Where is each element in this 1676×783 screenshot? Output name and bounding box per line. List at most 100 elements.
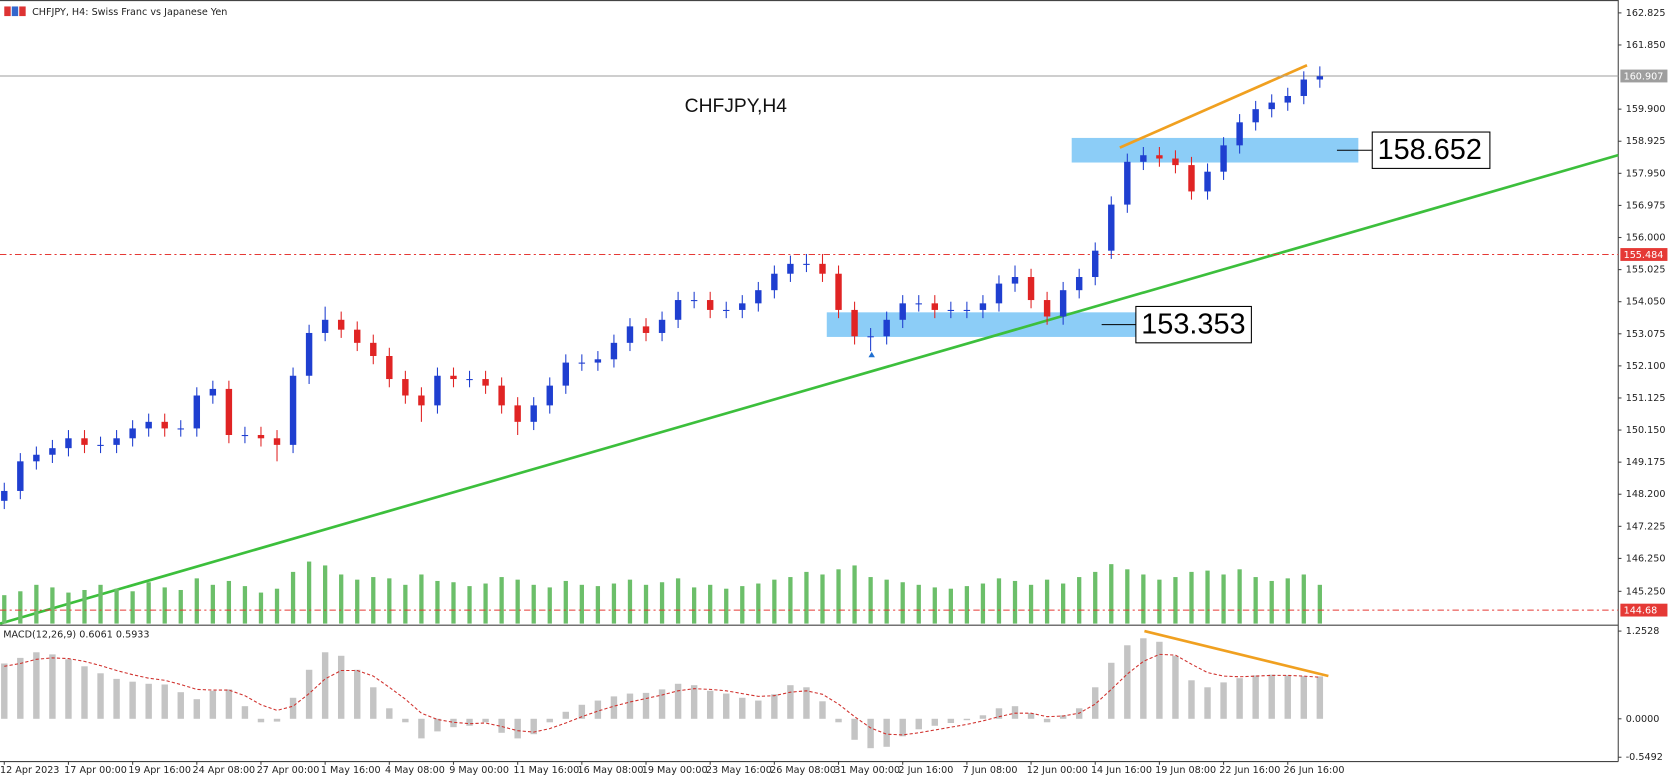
x-tick-label: 12 Apr 2023: [0, 765, 59, 776]
macd-bar: [257, 718, 265, 723]
macd-bar: [418, 718, 425, 739]
candle-body: [97, 444, 104, 446]
x-tick-label: 16 May 08:00: [578, 765, 644, 776]
macd-bar: [723, 693, 730, 719]
volume-bar: [579, 584, 584, 624]
x-tick-label: 19 Jun 08:00: [1155, 765, 1216, 776]
macd-bar: [337, 655, 345, 719]
candle-body: [1188, 165, 1195, 192]
zone-label-box: [1371, 131, 1491, 169]
volume-bar: [948, 588, 953, 624]
macd-bar: [1108, 662, 1115, 719]
candle-body: [145, 421, 152, 429]
candle-body: [755, 290, 762, 304]
volume-bar: [643, 584, 649, 624]
y-tick-label: 149.175: [1626, 457, 1666, 468]
candle-body: [819, 263, 826, 274]
candle-body: [161, 421, 168, 429]
candle-body: [530, 405, 537, 422]
volume-bar: [1028, 584, 1034, 624]
volume-bar: [34, 584, 39, 624]
candle-body: [979, 303, 987, 310]
x-tick-label: 24 Apr 08:00: [193, 765, 256, 776]
candle-body: [33, 454, 40, 462]
macd-bar: [610, 696, 618, 719]
volume-bar: [66, 592, 71, 624]
macd-bar: [674, 683, 682, 719]
macd-title: MACD(12,26,9) 0.6061 0.5933: [3, 629, 149, 640]
x-tick-label: 4 May 08:00: [385, 765, 445, 776]
macd-bar: [321, 652, 329, 719]
price-tag: [1620, 603, 1668, 617]
macd-bar: [562, 711, 570, 719]
candle-body: [931, 303, 939, 310]
macd-bar: [546, 718, 553, 723]
candle-body: [706, 300, 714, 310]
macd-bar: [113, 678, 120, 719]
candle-body: [546, 385, 553, 406]
candle-body: [418, 395, 425, 406]
macd-bar: [963, 718, 971, 721]
macd-bar: [642, 692, 650, 719]
volume-bar: [1125, 569, 1130, 624]
volume-bar: [996, 578, 1002, 624]
y-tick-label: 152.100: [1626, 361, 1666, 372]
candle-body: [193, 395, 201, 429]
volume-bar: [1077, 577, 1082, 624]
macd-bar: [1092, 687, 1099, 719]
volume-bar: [868, 577, 873, 624]
candle-body: [594, 359, 602, 363]
macd-bar: [755, 700, 762, 719]
macd-bar: [851, 718, 858, 740]
candle-body: [723, 309, 730, 311]
volume-bar: [659, 582, 665, 624]
candle-body: [1108, 204, 1115, 251]
x-tick-label: 19 May 00:00: [642, 765, 708, 776]
macd-bar: [1124, 645, 1131, 719]
macd-bar: [386, 708, 393, 719]
x-tick-label: 11 May 16:00: [513, 765, 579, 776]
y-tick-label: 154.050: [1626, 297, 1666, 308]
candle-body: [562, 362, 570, 386]
candle-body: [241, 434, 249, 437]
candle-body: [257, 434, 265, 439]
symbol-label: CHFJPY,H4: [685, 96, 788, 117]
volume-bar: [50, 587, 55, 624]
candle-body: [1011, 277, 1019, 284]
macd-bar: [97, 673, 104, 719]
volume-bar: [820, 574, 825, 624]
x-tick-label: 26 May 08:00: [770, 765, 836, 776]
volume-bar: [499, 577, 504, 624]
volume-bar: [178, 589, 183, 624]
candle-body: [642, 326, 650, 333]
macd-bar: [161, 684, 168, 719]
zone: [826, 312, 1150, 337]
volume-bar: [692, 587, 697, 624]
y-tick-label: 147.225: [1626, 521, 1666, 532]
candle-body: [1252, 109, 1259, 123]
zones: [826, 137, 1359, 337]
candle-body: [1043, 300, 1051, 317]
x-tick-label: 22 Jun 16:00: [1219, 765, 1280, 776]
volume-bar: [900, 582, 905, 624]
candle-body: [1075, 277, 1083, 291]
volume-bar: [258, 592, 264, 624]
y-tick-label: -0.5492: [1626, 752, 1663, 763]
volume-bar: [146, 582, 151, 624]
macd-bar: [787, 685, 794, 719]
macd-bar: [690, 685, 698, 719]
macd-bar: [658, 689, 666, 719]
candle-body: [690, 300, 698, 302]
volume-bar: [595, 586, 601, 624]
candle-body: [113, 438, 120, 445]
candle-body: [835, 273, 842, 310]
macd-bar: [835, 718, 842, 723]
volume-bar: [852, 565, 857, 624]
macd-bar: [1300, 676, 1308, 719]
icon-part: [4, 6, 11, 17]
volume-bar: [2, 595, 7, 624]
volume-bar: [18, 591, 23, 624]
y-tick-label: 162.825: [1626, 8, 1666, 19]
